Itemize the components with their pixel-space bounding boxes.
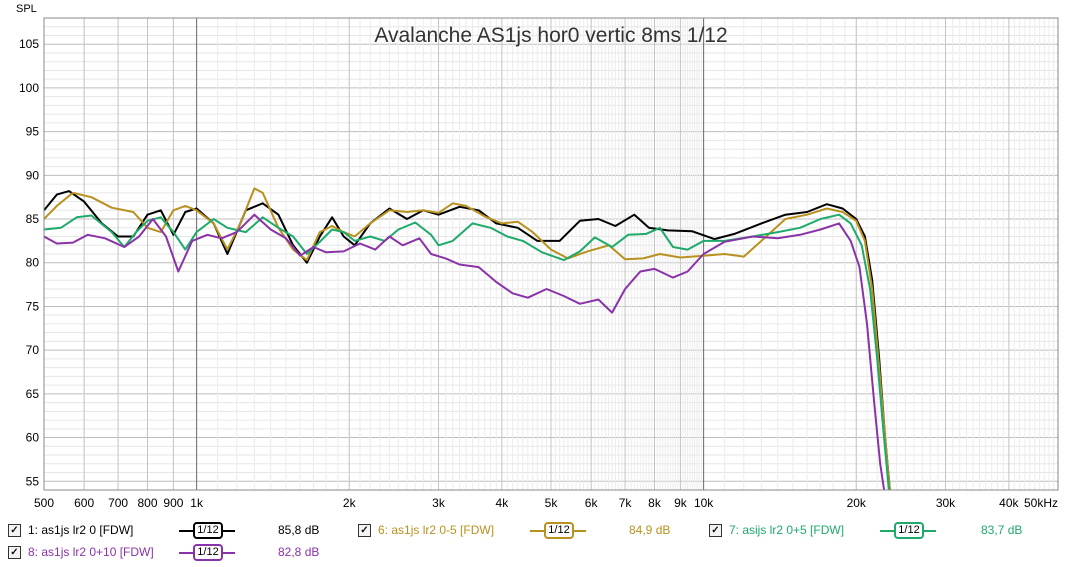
legend-item-series-6[interactable]: ✓ 6: as1js lr2 0-5 [FDW] 1/12 84,9 dB (358, 520, 698, 540)
legend-label: 8: as1js lr2 0+10 [FDW] (28, 545, 154, 559)
chart-title: Avalanche AS1js hor0 vertic 8ms 1/12 (374, 24, 727, 47)
series-line-3 (44, 213, 890, 490)
y-tick-label: 60 (26, 431, 40, 445)
y-axis-label: SPL (16, 3, 37, 15)
level-value: 82,8 dB (278, 545, 320, 559)
x-tick-label: 2k (343, 496, 357, 510)
y-tick-label: 105 (19, 37, 39, 51)
legend: ✓ 1: as1js lr2 0 [FDW] 1/12 85,8 dB ✓ 6:… (0, 514, 1080, 567)
x-tick-label: 40k (999, 496, 1019, 510)
chart-series (44, 187, 891, 490)
smoothing-box: 1/12 (193, 522, 223, 539)
x-tick-label: 30k (936, 496, 956, 510)
y-tick-label: 80 (26, 256, 40, 270)
x-tick-label: 800 (137, 496, 157, 510)
smoothing-indicator: 1/12 (880, 520, 936, 540)
x-tick-label: 4k (496, 496, 510, 510)
y-tick-label: 95 (26, 125, 40, 139)
checkbox-series-8[interactable]: ✓ (8, 546, 21, 559)
x-tick-label: 50kHz (1024, 496, 1058, 510)
smoothing-indicator: 1/12 (179, 520, 235, 540)
checkbox-series-6[interactable]: ✓ (358, 524, 371, 537)
chart-ticks: 105 100 95 90 85 80 75 70 65 60 55 500 600 700 800 900 1… (19, 37, 1058, 510)
x-tick-label: 600 (74, 496, 94, 510)
legend-item-series-7[interactable]: ✓ 7: asijs lr2 0+5 [FDW] 1/12 83,7 dB (709, 520, 1069, 540)
x-tick-label: 8k (648, 496, 662, 510)
y-tick-label: 90 (26, 168, 40, 182)
legend-item-series-1[interactable]: ✓ 1: as1js lr2 0 [FDW] 1/12 85,8 dB (8, 520, 348, 540)
legend-label: 6: as1js lr2 0-5 [FDW] (378, 523, 495, 537)
legend-label: 1: as1js lr2 0 [FDW] (28, 523, 134, 537)
chart-grid (43, 17, 1059, 491)
y-tick-label: 70 (26, 343, 40, 357)
smoothing-box: 1/12 (894, 522, 924, 539)
x-tick-label: 10k (694, 496, 714, 510)
series-line-2 (44, 187, 891, 490)
y-tick-label: 85 (26, 212, 40, 226)
smoothing-indicator: 1/12 (179, 542, 235, 562)
y-tick-label: 55 (26, 474, 40, 488)
x-tick-label: 500 (34, 496, 54, 510)
x-tick-label: 5k (545, 496, 559, 510)
plot-frame (43, 17, 1059, 491)
x-tick-label: 6k (585, 496, 599, 510)
legend-label: 7: asijs lr2 0+5 [FDW] (729, 523, 845, 537)
smoothing-box: 1/12 (193, 544, 223, 561)
smoothing-indicator: 1/12 (530, 520, 586, 540)
y-tick-label: 100 (19, 81, 39, 95)
legend-item-series-8[interactable]: ✓ 8: as1js lr2 0+10 [FDW] 1/12 82,8 dB (8, 542, 348, 562)
series-line-4 (44, 213, 886, 490)
x-tick-label: 700 (108, 496, 128, 510)
level-value: 83,7 dB (981, 523, 1023, 537)
x-tick-label: 20k (847, 496, 867, 510)
level-value: 84,9 dB (629, 523, 671, 537)
frequency-response-chart: 105 100 95 90 85 80 75 70 65 60 55 500 600 700 800 900 1… (16, 3, 1059, 510)
level-value: 85,8 dB (278, 523, 320, 537)
x-tick-label: 3k (432, 496, 446, 510)
checkbox-series-1[interactable]: ✓ (8, 524, 21, 537)
y-tick-label: 65 (26, 387, 40, 401)
y-tick-label: 75 (26, 299, 40, 313)
x-tick-label: 9k (674, 496, 688, 510)
x-tick-label: 1k (190, 496, 204, 510)
x-tick-label: 900 (163, 496, 183, 510)
smoothing-box: 1/12 (544, 522, 574, 539)
x-tick-label: 7k (619, 496, 633, 510)
checkbox-series-7[interactable]: ✓ (709, 524, 722, 537)
